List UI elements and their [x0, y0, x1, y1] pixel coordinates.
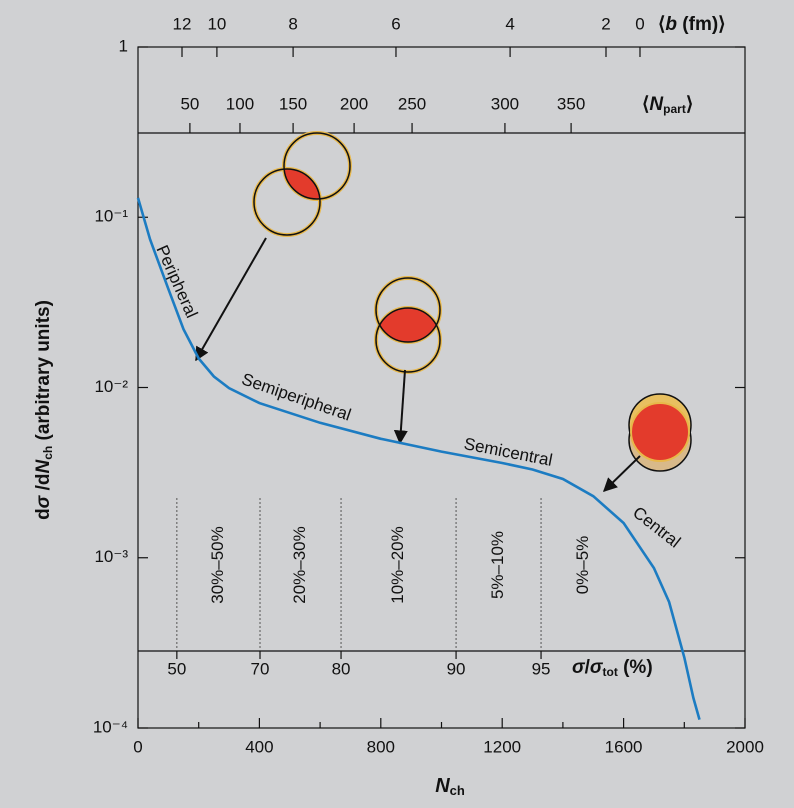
npart-tick-label: 100: [226, 94, 254, 113]
npart-tick-label: 50: [180, 94, 199, 113]
x-tick-label: 1600: [605, 737, 643, 756]
b-tick-label: 2: [601, 14, 610, 33]
centrality-class-label: 20%–30%: [290, 526, 309, 604]
centrality-class-label: 5%–10%: [488, 531, 507, 599]
y-tick-label: 1: [119, 36, 128, 55]
y-tick-label: 10⁻¹: [94, 207, 128, 226]
b-tick-label: 8: [288, 14, 297, 33]
y-tick-label: 10⁻²: [94, 377, 128, 396]
centrality-axis-label: σ/σtot (%): [572, 657, 653, 679]
b-tick-label: 12: [173, 14, 192, 33]
collision-icon: [374, 276, 442, 374]
centrality-class-label: 10%–20%: [388, 526, 407, 604]
x-tick-label: 2000: [726, 737, 764, 756]
npart-tick-label: 200: [340, 94, 368, 113]
x-tick-label: 800: [367, 737, 395, 756]
b-tick-label: 6: [391, 14, 400, 33]
centrality-tick-label: 50: [167, 659, 186, 678]
npart-axis-label: ⟨Npart⟩: [642, 94, 693, 116]
centrality-tick-label: 70: [251, 659, 270, 678]
x-axis-label: Nch: [435, 775, 465, 798]
npart-tick-label: 300: [491, 94, 519, 113]
arrow: [195, 237, 267, 362]
y-tick-label: 10⁻⁴: [93, 717, 128, 736]
y-tick-label: 10⁻³: [94, 547, 128, 566]
collision-icon: [628, 393, 692, 472]
npart-tick-label: 150: [279, 94, 307, 113]
centrality-class-label: 30%–50%: [208, 526, 227, 604]
curve: [136, 197, 701, 720]
centrality-tick-label: 80: [332, 659, 351, 678]
arrow: [602, 455, 641, 492]
centrality-tick-label: 95: [532, 659, 551, 678]
x-tick-label: 1200: [483, 737, 521, 756]
centrality-tick-label: 90: [447, 659, 466, 678]
collision-icon: [252, 131, 352, 237]
npart-tick-label: 250: [398, 94, 426, 113]
npart-tick-label: 350: [557, 94, 585, 113]
y-axis-label: dσ /dNch (arbitrary units): [33, 300, 55, 520]
b-tick-label: 10: [207, 14, 226, 33]
b-tick-label: 4: [505, 14, 514, 33]
b-axis-label: ⟨b (fm)⟩: [658, 14, 726, 35]
x-tick-label: 400: [245, 737, 273, 756]
b-tick-label: 0: [635, 14, 644, 33]
arrow: [393, 369, 408, 445]
x-tick-label: 0: [133, 737, 142, 756]
centrality-class-label: 0%–5%: [573, 536, 592, 595]
